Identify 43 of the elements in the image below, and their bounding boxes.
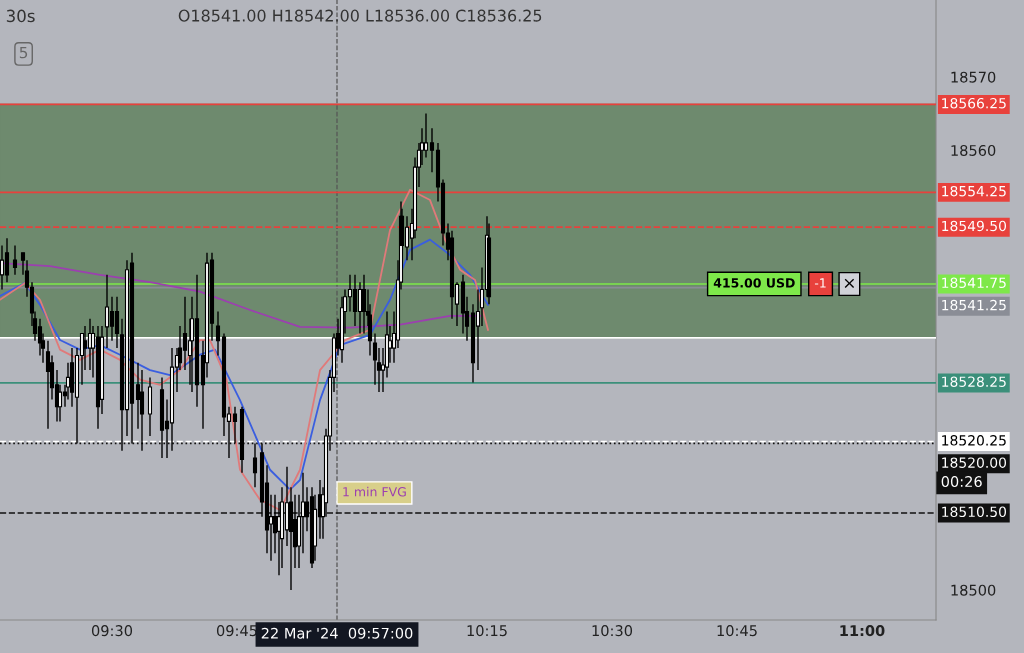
annotation: 415.00 USD (713, 278, 795, 288)
x-tick-label: 11:00 (840, 625, 885, 637)
ref-line-label: 18528.25 (942, 376, 1006, 387)
candlestick (215, 310, 221, 357)
candlestick (429, 127, 435, 173)
candlestick (347, 274, 353, 313)
candlestick (423, 112, 429, 159)
annotation: × (844, 278, 855, 289)
annotation: 5 (19, 46, 28, 59)
text: 00:26 (941, 476, 982, 488)
candlestick (352, 274, 358, 327)
ref-line-label: 18566.25 (942, 97, 1006, 109)
candlestick (182, 296, 188, 371)
y-tick-label: 18570 (951, 71, 996, 83)
ref-line-label: 18541.75 (942, 277, 1006, 289)
x-tick-label: 09:30 (91, 625, 133, 637)
candlestick (12, 244, 18, 276)
y-tick-label: 18500 (951, 584, 996, 596)
x-tick-label: 10:30 (592, 625, 633, 637)
x-tick-label: 10:15 (467, 625, 507, 637)
annotation: -1 (814, 278, 826, 288)
candlestick (4, 237, 10, 283)
candlestick (114, 296, 120, 349)
candlestick (404, 215, 410, 261)
chart-title: 30s (6, 9, 35, 23)
ref-line-label: 18541.25 (942, 299, 1006, 311)
ref-line-label: 18520.25 (942, 435, 1006, 446)
candlestick (252, 442, 258, 489)
annotation: 1 min FVG (343, 486, 406, 497)
x-tick-label: 10:45 (717, 625, 757, 637)
annotation: O18541.00 H18542.00 L18536.00 C18536.25 (178, 9, 542, 22)
ref-line-label: 18549.50 (942, 220, 1007, 232)
candlestick (232, 406, 238, 445)
candlestick (0, 244, 5, 291)
candlestick (109, 296, 115, 342)
ref-line-label: 18510.50 (942, 506, 1007, 518)
x-tick-label: 09:45 (216, 625, 257, 637)
text: 22 Mar '24 09:57:00 (261, 627, 413, 639)
ref-line-label: 18554.25 (942, 185, 1006, 197)
y-tick-label: 18560 (951, 144, 996, 156)
ref-line-label: 18520.00 (942, 457, 1007, 468)
line-series (0, 188, 489, 511)
candlestick (357, 281, 363, 335)
